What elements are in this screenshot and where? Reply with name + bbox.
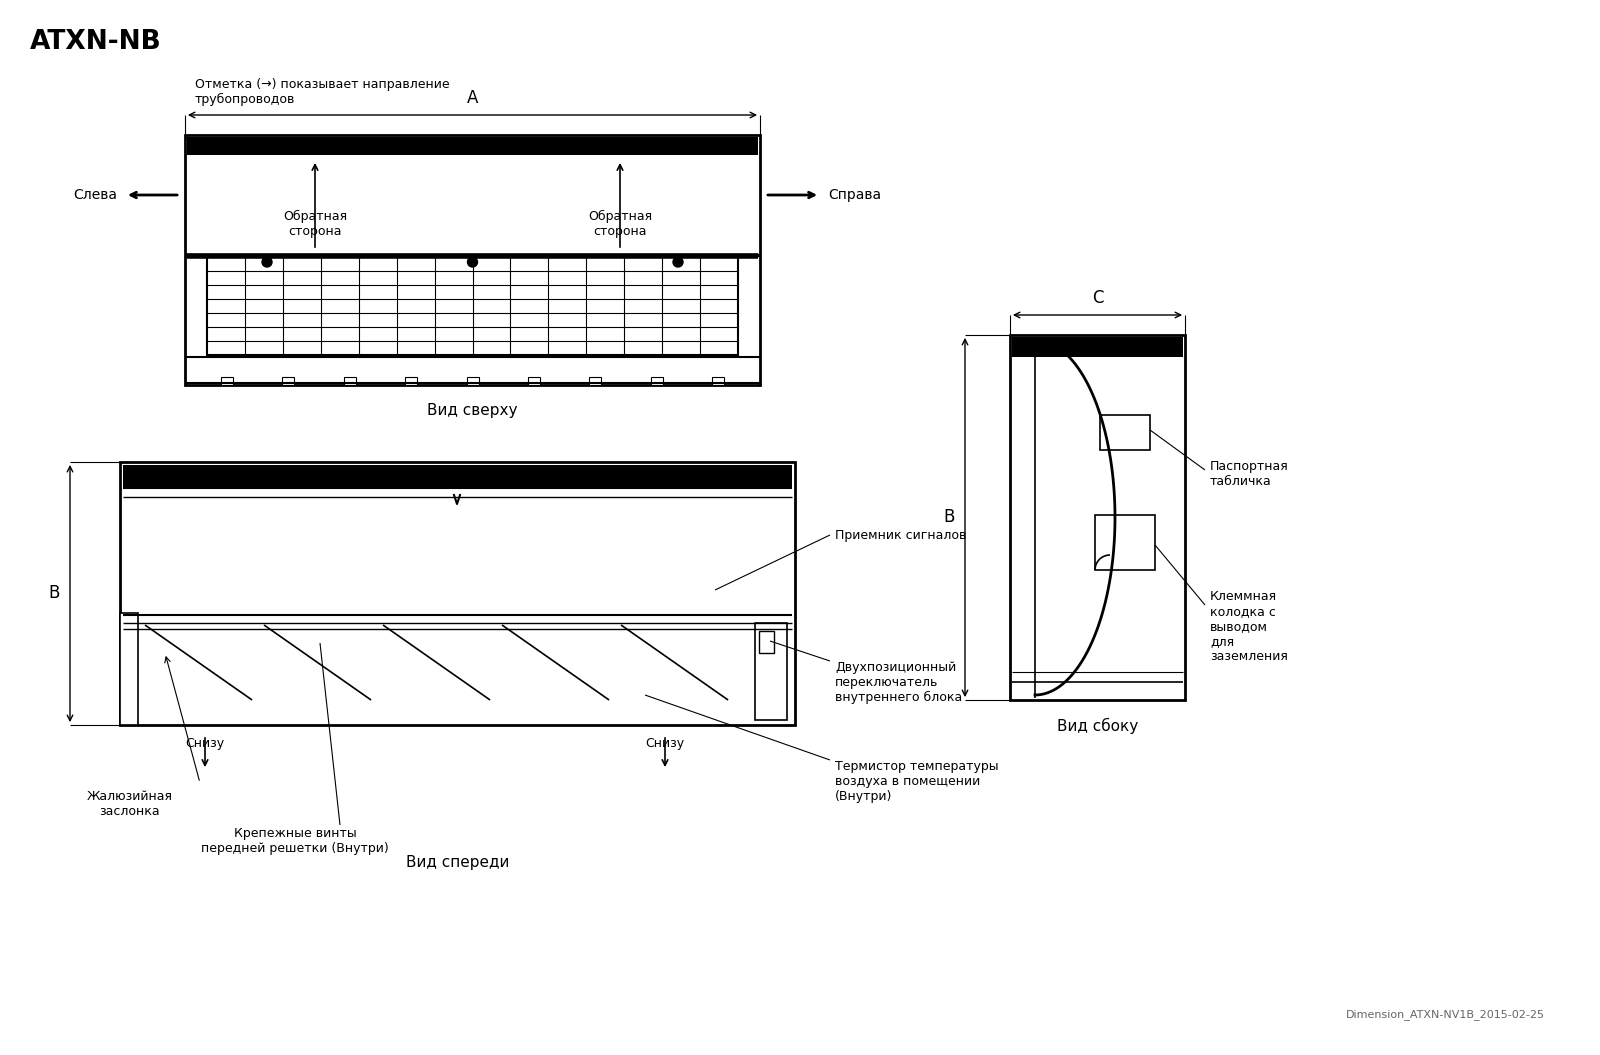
Bar <box>120 613 138 725</box>
Text: Обратная
сторона: Обратная сторона <box>283 210 347 238</box>
Text: Вид сверху: Вид сверху <box>427 403 518 418</box>
Bar <box>1094 515 1155 570</box>
Text: Термистор температуры
воздуха в помещении
(Внутри): Термистор температуры воздуха в помещени… <box>835 760 998 803</box>
Text: B: B <box>48 584 61 602</box>
Bar <box>755 624 787 720</box>
Bar <box>528 377 539 385</box>
Text: Слева: Слева <box>74 188 117 202</box>
Text: C: C <box>1091 289 1104 307</box>
Text: Отметка (→) показывает направление
трубопроводов: Отметка (→) показывает направление трубо… <box>195 78 450 107</box>
Bar <box>120 462 795 725</box>
Bar <box>1013 337 1182 357</box>
Bar <box>187 137 758 155</box>
Bar <box>206 257 738 354</box>
Text: Клеммная
колодка с
выводом
для
заземления: Клеммная колодка с выводом для заземлени… <box>1210 590 1288 663</box>
Text: A: A <box>467 89 478 107</box>
Bar <box>1010 335 1186 701</box>
Text: ATXN-NB: ATXN-NB <box>30 28 162 55</box>
Bar <box>344 377 355 385</box>
Bar <box>467 377 478 385</box>
Bar <box>405 377 418 385</box>
Text: Вид спереди: Вид спереди <box>406 855 509 870</box>
Bar <box>589 377 602 385</box>
Text: Вид сбоку: Вид сбоку <box>1058 718 1138 734</box>
Text: Жалюзийная
заслонка: Жалюзийная заслонка <box>86 790 173 818</box>
Bar <box>186 135 760 385</box>
Text: Справа: Справа <box>829 188 882 202</box>
Bar <box>651 377 662 385</box>
Text: Снизу: Снизу <box>645 737 685 750</box>
Text: Dimension_ATXN-NV1B_2015-02-25: Dimension_ATXN-NV1B_2015-02-25 <box>1346 1009 1546 1020</box>
Circle shape <box>262 257 272 267</box>
Text: Снизу: Снизу <box>186 737 224 750</box>
Text: B: B <box>944 509 955 526</box>
Bar <box>282 377 294 385</box>
Text: Обратная
сторона: Обратная сторона <box>587 210 653 238</box>
Circle shape <box>467 257 477 267</box>
Bar <box>712 377 723 385</box>
Bar <box>758 631 774 653</box>
Bar <box>1101 415 1150 450</box>
Text: Приемник сигналов: Приемник сигналов <box>835 529 966 541</box>
Bar <box>221 377 234 385</box>
Bar <box>123 465 792 487</box>
Text: Крепежные винты
передней решетки (Внутри): Крепежные винты передней решетки (Внутри… <box>202 827 389 855</box>
Text: Двухпозиционный
переключатель
внутреннего блока: Двухпозиционный переключатель внутреннег… <box>835 661 962 704</box>
Text: Паспортная
табличка: Паспортная табличка <box>1210 460 1288 488</box>
Circle shape <box>674 257 683 267</box>
